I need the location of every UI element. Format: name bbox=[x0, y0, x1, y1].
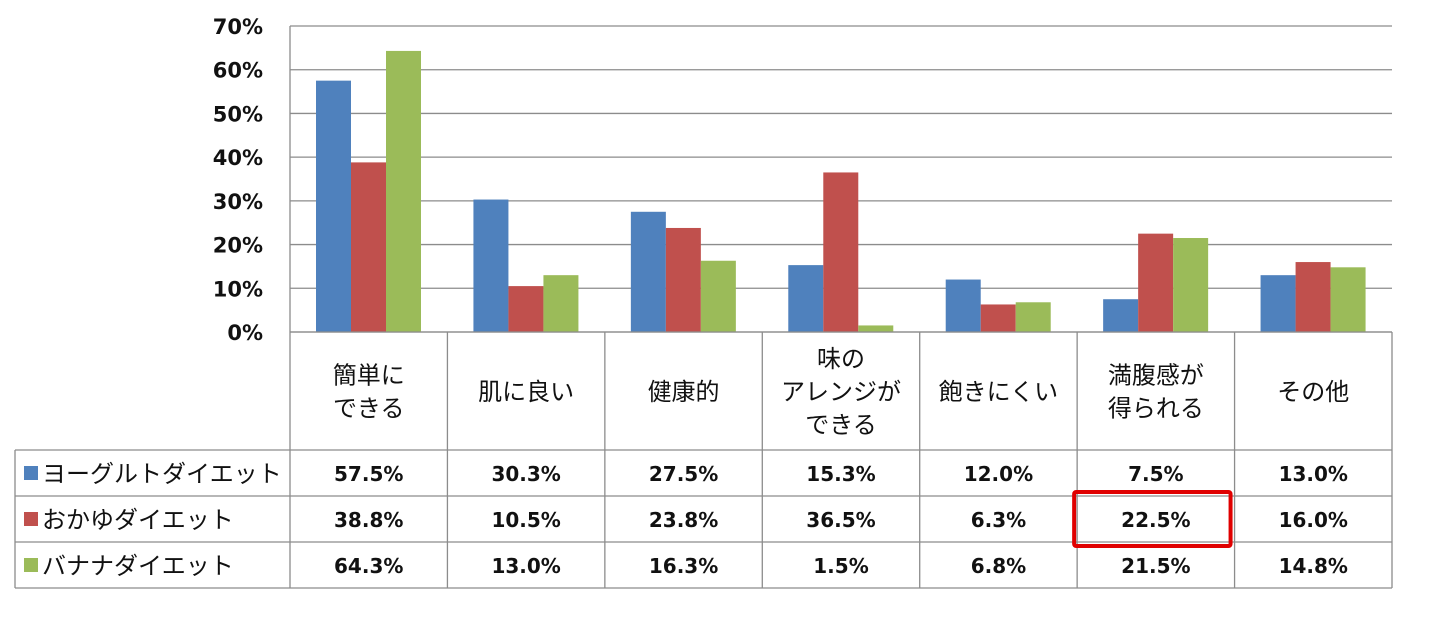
data-label: 13.0% bbox=[491, 554, 560, 578]
bar-0-2 bbox=[630, 211, 666, 332]
category-label: できる bbox=[805, 411, 877, 439]
category-label: アレンジが bbox=[781, 378, 901, 406]
category-label: 肌に良い bbox=[478, 378, 574, 406]
legend-swatch bbox=[24, 466, 38, 480]
bar-1-3 bbox=[823, 172, 859, 332]
y-tick-label: 40% bbox=[213, 146, 263, 170]
bar-2-1 bbox=[543, 275, 579, 332]
data-label: 22.5% bbox=[1121, 508, 1190, 532]
data-label: 14.8% bbox=[1279, 554, 1348, 578]
data-label: 23.8% bbox=[649, 508, 718, 532]
data-label: 7.5% bbox=[1128, 462, 1183, 486]
category-label: その他 bbox=[1277, 378, 1349, 406]
bar-2-4 bbox=[1015, 302, 1051, 332]
legend-swatch bbox=[24, 558, 38, 572]
y-tick-label: 60% bbox=[213, 59, 263, 83]
y-tick-label: 50% bbox=[213, 102, 263, 126]
bar-2-6 bbox=[1330, 267, 1366, 332]
legend-swatch bbox=[24, 512, 38, 526]
legend-label: ヨーグルトダイエット bbox=[42, 460, 282, 488]
highlight-box bbox=[1072, 490, 1233, 548]
category-label: 健康的 bbox=[648, 378, 720, 406]
bar-1-1 bbox=[508, 286, 544, 332]
bar-0-5 bbox=[1103, 299, 1139, 332]
category-label: 得られる bbox=[1108, 395, 1204, 423]
data-label: 13.0% bbox=[1279, 462, 1348, 486]
bar-2-0 bbox=[386, 50, 421, 332]
category-label: 味の bbox=[817, 345, 865, 373]
bar-2-2 bbox=[700, 260, 736, 332]
category-label: 簡単に bbox=[333, 362, 405, 390]
data-label: 36.5% bbox=[806, 508, 875, 532]
bar-1-2 bbox=[665, 227, 701, 332]
category-label: できる bbox=[333, 395, 405, 423]
bar-0-6 bbox=[1260, 275, 1296, 332]
data-label: 6.3% bbox=[971, 508, 1026, 532]
bar-0-1 bbox=[473, 199, 509, 332]
data-label: 12.0% bbox=[964, 462, 1033, 486]
data-label: 30.3% bbox=[491, 462, 560, 486]
bar-0-0 bbox=[316, 80, 351, 333]
y-tick-label: 0% bbox=[227, 321, 263, 345]
category-label: 飽きにくい bbox=[939, 378, 1059, 406]
legend-label: バナナダイエット bbox=[42, 552, 234, 580]
bar-2-5 bbox=[1173, 238, 1209, 332]
data-label: 16.0% bbox=[1279, 508, 1348, 532]
bar-1-4 bbox=[980, 304, 1016, 332]
data-label: 1.5% bbox=[813, 554, 868, 578]
bar-0-4 bbox=[945, 279, 981, 332]
bar-0-3 bbox=[788, 265, 824, 332]
y-tick-label: 20% bbox=[213, 234, 263, 258]
data-label: 16.3% bbox=[649, 554, 718, 578]
data-label: 10.5% bbox=[491, 508, 560, 532]
legend-label: おかゆダイエット bbox=[42, 506, 234, 534]
bar-1-5 bbox=[1138, 233, 1174, 332]
data-label: 27.5% bbox=[649, 462, 718, 486]
y-tick-label: 10% bbox=[213, 277, 263, 301]
data-label: 21.5% bbox=[1121, 554, 1190, 578]
data-label: 64.3% bbox=[334, 554, 403, 578]
bar-2-3 bbox=[858, 325, 894, 332]
data-label: 15.3% bbox=[806, 462, 875, 486]
bar-1-6 bbox=[1295, 262, 1331, 332]
category-label: 満腹感が bbox=[1108, 362, 1204, 390]
y-tick-label: 30% bbox=[213, 190, 263, 214]
data-label: 38.8% bbox=[334, 508, 403, 532]
data-label: 57.5% bbox=[334, 462, 403, 486]
bar-1-0 bbox=[351, 162, 386, 332]
y-tick-label: 70% bbox=[213, 15, 263, 39]
data-label: 6.8% bbox=[971, 554, 1026, 578]
